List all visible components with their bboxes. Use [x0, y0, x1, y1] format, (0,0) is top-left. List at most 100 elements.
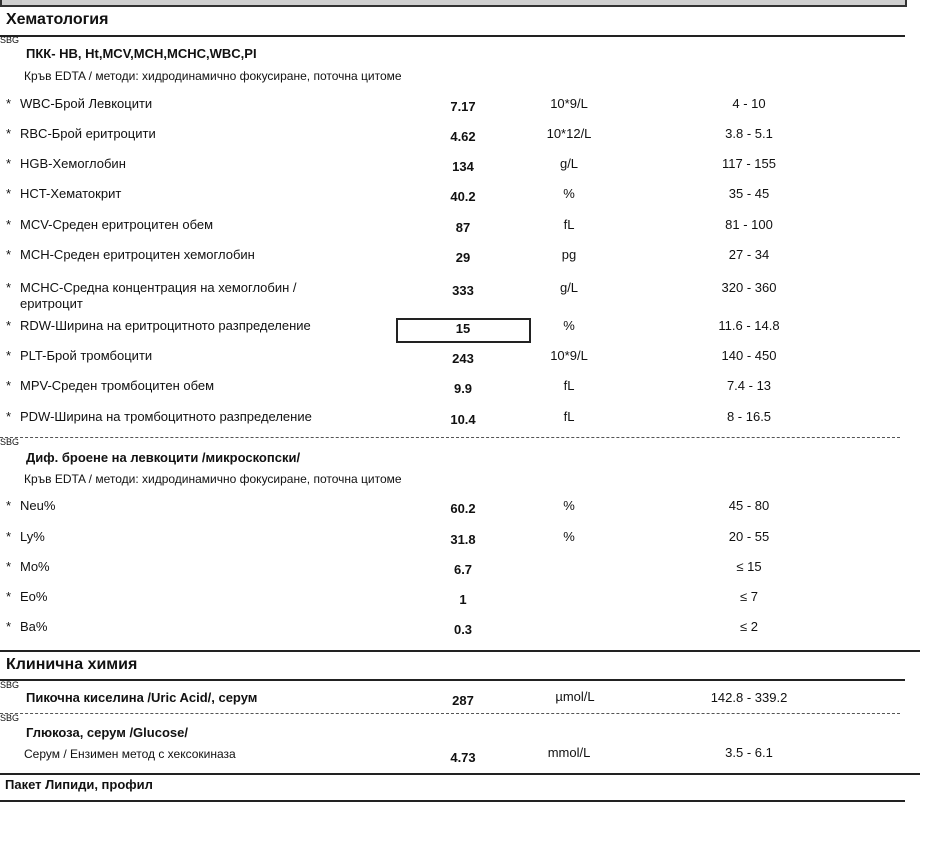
test-name: Eo% [20, 589, 48, 604]
unit: % [563, 529, 575, 544]
unit: fL [563, 217, 575, 232]
result: 40.2 [450, 189, 476, 204]
section-line [0, 679, 905, 681]
section-line [0, 650, 920, 652]
result: 60.2 [450, 501, 476, 516]
reference-range: 117 - 155 [722, 156, 776, 171]
reference-range: ≤ 15 [736, 559, 762, 574]
reference-range: 3.5 - 6.1 [725, 745, 773, 760]
flag: * [6, 409, 12, 424]
lab-code: SBG [0, 680, 20, 690]
section-title: Хематология [6, 11, 109, 28]
result: 15 [455, 321, 471, 336]
group-title: ПКК- HB, Ht,MCV,MCH,MCHC,WBC,PI [26, 46, 257, 61]
reference-range: 4 - 10 [732, 96, 766, 111]
test-name: RBC-Брой еритроцити [20, 126, 156, 141]
test-name: MCH-Среден еритроцитен хемоглобин [20, 247, 255, 262]
separator [0, 437, 900, 438]
test-name: HGB-Хемоглобин [20, 156, 126, 171]
result: 31.8 [450, 532, 476, 547]
section-line [0, 35, 905, 37]
reference-range: 11.6 - 14.8 [718, 318, 780, 333]
result: 4.73 [450, 750, 476, 765]
test-name: MCV-Среден еритроцитен обем [20, 217, 214, 232]
highlight-box [396, 318, 531, 343]
flag: * [6, 348, 12, 363]
flag: * [6, 529, 12, 544]
flag: * [6, 619, 12, 634]
section-title: Пакет Липиди, профил [5, 777, 153, 792]
section-line [0, 773, 920, 775]
test-name: PDW-Ширина на тромбоцитното разпределени… [20, 409, 312, 424]
flag: * [6, 247, 12, 262]
unit: mmol/L [547, 745, 591, 760]
test-name: PLT-Брой тромбоцити [20, 348, 153, 363]
flag: * [6, 126, 12, 141]
reference-range: 35 - 45 [728, 186, 770, 201]
test-name: Ba% [20, 619, 48, 634]
unit: % [563, 318, 575, 333]
result: 243 [452, 351, 474, 366]
reference-range: ≤ 2 [740, 619, 758, 634]
reference-range: 20 - 55 [728, 529, 770, 544]
flag: * [6, 589, 12, 604]
group-title: Диф. броене на левкоцити /микроскопски/ [26, 450, 301, 465]
test-name: HCT-Хематокрит [20, 186, 122, 201]
result: 134 [452, 159, 474, 174]
method: Кръв EDTA / методи: хидродинамично фокус… [24, 472, 402, 486]
unit: g/L [559, 280, 579, 295]
flag: * [6, 318, 12, 333]
reference-range: 142.8 - 339.2 [710, 690, 788, 705]
result: 10.4 [450, 412, 476, 427]
reference-range: 45 - 80 [728, 498, 770, 513]
unit: pg [561, 247, 577, 262]
group-title: Пикочна киселина /Uric Acid/, серум [26, 690, 258, 705]
result: 287 [452, 693, 474, 708]
flag: * [6, 559, 12, 574]
result: 9.9 [453, 381, 473, 396]
flag: * [6, 280, 12, 295]
group-title: Глюкоза, серум /Glucose/ [26, 725, 188, 740]
top-bar [0, 0, 907, 7]
reference-range: ≤ 7 [740, 589, 758, 604]
flag: * [6, 96, 12, 111]
lab-code: SBG [0, 35, 20, 45]
flag: * [6, 156, 12, 171]
unit: % [563, 186, 575, 201]
reference-range: 8 - 16.5 [726, 409, 772, 424]
test-name: MCHC-Средна концентрация на хемоглобин /… [20, 280, 297, 311]
method: Кръв EDTA / методи: хидродинамично фокус… [24, 69, 402, 83]
test-name: Ly% [20, 529, 45, 544]
result: 333 [452, 283, 474, 298]
section-title: Клинична химия [6, 656, 138, 673]
flag: * [6, 378, 12, 393]
reference-range: 320 - 360 [721, 280, 777, 295]
result: 7.17 [450, 99, 476, 114]
flag: * [6, 498, 12, 513]
test-name: RDW-Ширина на еритроцитното разпределени… [20, 318, 311, 333]
unit: µmol/L [555, 689, 595, 704]
unit: 10*9/L [550, 96, 588, 111]
separator [0, 713, 900, 714]
section-line [0, 800, 905, 802]
test-name: Neu% [20, 498, 56, 513]
unit: % [563, 498, 575, 513]
test-name: MPV-Среден тромбоцитен обем [20, 378, 215, 393]
test-name: WBC-Брой Левкоцити [20, 96, 153, 111]
unit: 10*9/L [550, 348, 588, 363]
method: Серум / Ензимен метод с хексокиназа [24, 747, 236, 761]
reference-range: 7.4 - 13 [726, 378, 772, 393]
lab-code: SBG [0, 437, 20, 447]
result: 6.7 [453, 562, 473, 577]
reference-range: 81 - 100 [725, 217, 773, 232]
reference-range: 3.8 - 5.1 [725, 126, 773, 141]
result: 29 [455, 250, 471, 265]
result: 4.62 [450, 129, 476, 144]
result: 87 [455, 220, 471, 235]
test-name: Mo% [20, 559, 50, 574]
lab-code: SBG [0, 713, 20, 723]
unit: g/L [559, 156, 579, 171]
unit: fL [563, 409, 575, 424]
result: 0.3 [453, 622, 473, 637]
